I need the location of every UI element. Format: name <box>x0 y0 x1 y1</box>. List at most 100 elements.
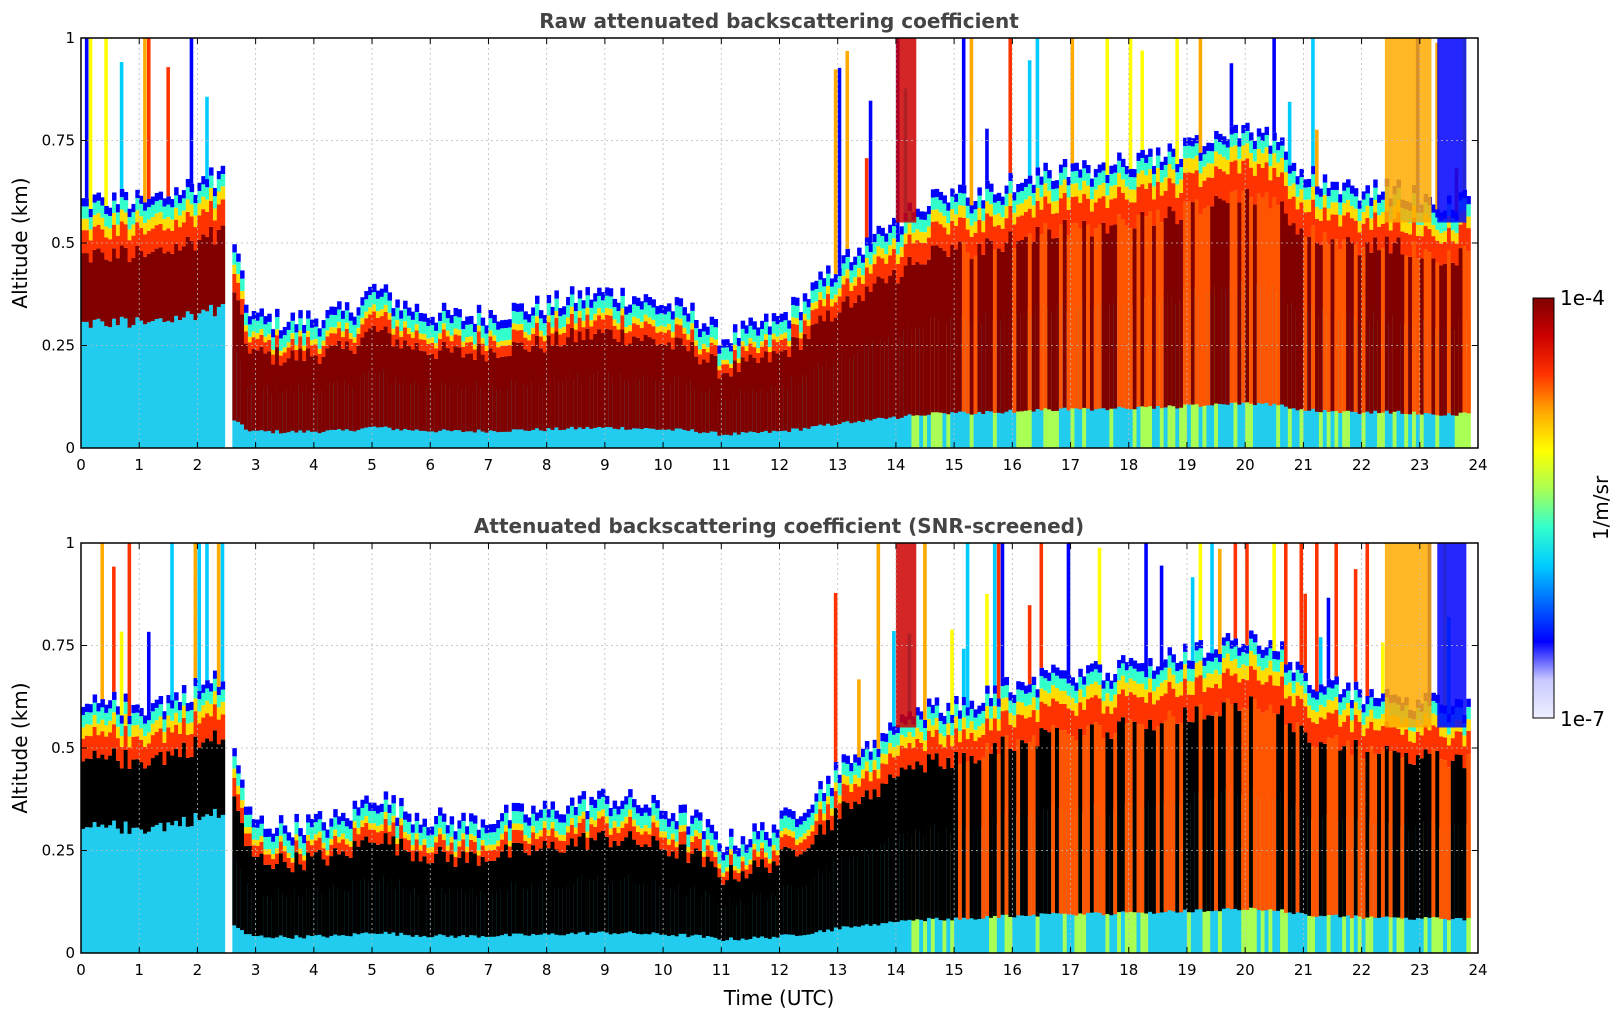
heatmap-cell <box>383 811 389 819</box>
heatmap-cell <box>181 190 187 199</box>
heatmap-cell <box>826 294 831 311</box>
heatmap-cell <box>1264 126 1270 136</box>
heatmap-cell <box>1012 200 1017 213</box>
heatmap-cell <box>1349 700 1355 709</box>
heatmap-cell <box>500 813 505 822</box>
heatmap-cell <box>403 300 408 309</box>
heatmap-cell <box>391 346 396 431</box>
heatmap-cell <box>1384 236 1390 411</box>
heatmap-cell <box>806 307 812 320</box>
heatmap-cell <box>542 341 548 353</box>
heatmap-cell <box>395 838 400 844</box>
heatmap-cell <box>1400 220 1405 232</box>
heatmap-cell <box>1012 727 1017 751</box>
heatmap-cell <box>698 812 703 821</box>
heatmap-cell <box>399 318 404 331</box>
heatmap-cell <box>973 717 979 730</box>
heatmap-cell <box>205 738 210 815</box>
heatmap-cell <box>523 331 528 338</box>
heatmap-cell <box>166 67 170 197</box>
heatmap-cell <box>1089 178 1095 187</box>
heatmap-cell <box>1066 683 1072 696</box>
heatmap-cell <box>674 337 680 429</box>
heatmap-cell <box>399 806 404 819</box>
heatmap-cell <box>240 779 245 788</box>
heatmap-cell <box>666 839 672 845</box>
heatmap-cell <box>1241 190 1246 403</box>
heatmap-cell <box>1268 180 1273 209</box>
heatmap-cell <box>760 822 765 831</box>
heatmap-cell <box>317 336 323 349</box>
x-tick-label: 16 <box>1003 456 1022 474</box>
heatmap-cell <box>240 298 245 315</box>
heatmap-cell <box>174 187 179 196</box>
heatmap-cell <box>1198 675 1204 705</box>
heatmap-cell <box>146 765 152 832</box>
heatmap-cell <box>1124 199 1130 226</box>
heatmap-cell <box>1221 645 1227 658</box>
heatmap-cell <box>1043 162 1048 171</box>
heatmap-cell <box>670 851 676 936</box>
heatmap-cell <box>205 543 209 681</box>
x-tick-label: 20 <box>1236 456 1255 474</box>
heatmap-cell <box>193 698 199 712</box>
heatmap-cell <box>523 349 528 431</box>
heatmap-cell <box>845 763 850 777</box>
heatmap-cell <box>445 825 451 834</box>
heatmap-cell <box>822 278 827 287</box>
heatmap-cell <box>333 835 338 849</box>
heatmap-cell <box>271 349 276 355</box>
heatmap-cell <box>515 311 521 325</box>
heatmap-cell <box>965 727 971 740</box>
heatmap-cell <box>139 707 144 717</box>
heatmap-cell <box>1330 680 1336 689</box>
heatmap-cell <box>1252 204 1258 406</box>
heatmap-cell <box>981 734 986 758</box>
heatmap-cell <box>589 796 594 806</box>
heatmap-cell <box>895 755 901 777</box>
heatmap-cell <box>775 837 781 851</box>
heatmap-cell <box>845 755 850 764</box>
heatmap-cell <box>969 755 975 919</box>
heatmap-cell <box>1202 665 1207 679</box>
heatmap-cell <box>845 802 850 927</box>
heatmap-cell <box>562 852 567 936</box>
heatmap-cell <box>1303 237 1308 411</box>
heatmap-cell <box>278 330 284 339</box>
heatmap-cell <box>806 338 812 429</box>
heatmap-cell <box>1051 180 1056 190</box>
heatmap-cell <box>391 795 396 804</box>
heatmap-cell <box>1070 183 1076 197</box>
heatmap-cell <box>639 846 645 935</box>
heatmap-cell <box>1353 681 1359 690</box>
heatmap-cell <box>1055 188 1060 201</box>
heatmap-cell <box>193 215 199 228</box>
heatmap-cell <box>267 849 272 855</box>
heatmap-cell <box>1291 171 1297 184</box>
heatmap-cell <box>104 259 109 327</box>
heatmap-cell <box>1136 724 1141 913</box>
heatmap-cell <box>1280 705 1285 910</box>
heatmap-cell <box>100 321 105 448</box>
heatmap-cell <box>919 711 924 720</box>
heatmap-cell <box>616 329 621 342</box>
heatmap-cell <box>1074 196 1079 223</box>
heatmap-cell <box>1237 138 1242 147</box>
heatmap-cell <box>146 38 151 199</box>
heatmap-cell <box>1210 143 1215 152</box>
heatmap-cell <box>178 722 183 735</box>
heatmap-cell <box>1380 247 1386 413</box>
heatmap-cell <box>585 837 590 850</box>
heatmap-cell <box>255 333 261 339</box>
heatmap-cell <box>282 326 288 336</box>
heatmap-cell <box>554 837 559 850</box>
heatmap-cell <box>523 337 528 350</box>
heatmap-cell <box>1202 180 1207 209</box>
heatmap-cell <box>798 338 804 350</box>
heatmap-cell <box>779 831 784 838</box>
heatmap-cell <box>1070 677 1076 686</box>
heatmap-cell <box>771 850 777 862</box>
heatmap-cell <box>791 336 796 429</box>
heatmap-cell <box>333 327 338 334</box>
heatmap-cell <box>946 734 951 758</box>
